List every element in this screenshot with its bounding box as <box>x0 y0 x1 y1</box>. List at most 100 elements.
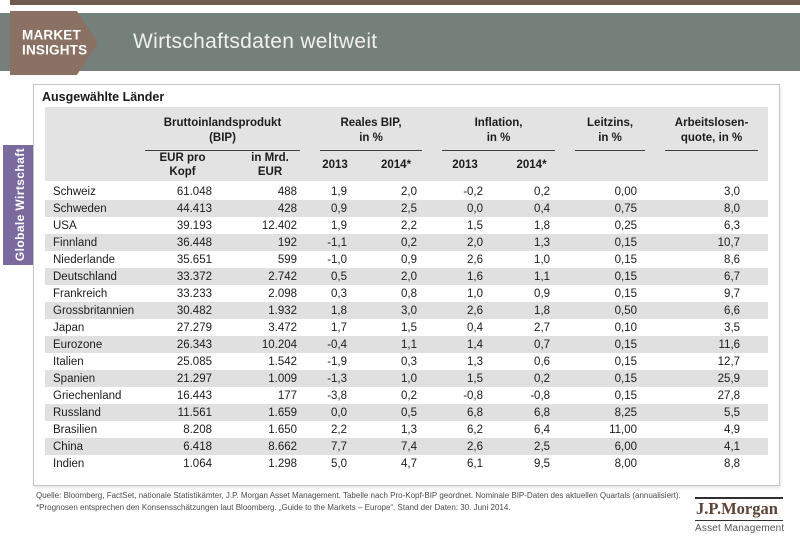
value-cell: 1,9 <box>331 219 348 232</box>
value-cell: 0,4 <box>498 200 566 217</box>
table-row: Italien 25.085 1.542 -1,9 0,3 1,3 0,6 0,15 12,7 <box>45 353 768 370</box>
value-cell: 2.742 <box>230 268 311 285</box>
value-cell: 8.662 <box>230 438 311 455</box>
sub-header-in-mrd-eur: in Mrd. EUR <box>230 151 311 183</box>
value-cell: 1.650 <box>268 423 298 436</box>
value-cell: 3.472 <box>268 321 298 334</box>
value-cell: 0,3 <box>331 287 348 300</box>
value-cell: 8,25 <box>565 404 656 421</box>
value-cell: 3,0 <box>724 185 741 198</box>
value-cell: 0,2 <box>498 370 566 387</box>
value-cell: 8,8 <box>724 457 741 470</box>
value-cell: 0,2 <box>401 389 418 402</box>
value-cell: 1,8 <box>310 302 361 319</box>
value-cell: 0,6 <box>534 355 551 368</box>
table-sub-header-row: EUR pro Kopf in Mrd. EUR 2013 2014* 2013 2… <box>45 151 769 183</box>
value-cell: 192 <box>230 234 311 251</box>
sub-header-bip-2014: 2014* <box>360 151 433 183</box>
source-note: Quelle: Bloomberg, FactSet, nationale St… <box>36 491 681 512</box>
value-cell: 36.448 <box>135 234 230 251</box>
value-cell: 0,2 <box>360 234 433 251</box>
content-panel: Ausgewählte Länder Bruttoinlandsprodukt(… <box>33 84 780 486</box>
sub-header-empty <box>565 151 656 183</box>
value-cell: 2,6 <box>467 253 484 266</box>
value-cell: 10,7 <box>655 234 769 251</box>
value-cell: 8,00 <box>614 457 638 470</box>
value-cell: 6,7 <box>655 268 769 285</box>
sidebar-tab-label: Globale Wirtschaft <box>13 148 27 262</box>
economic-data-table: Bruttoinlandsprodukt (BIP) Reales BIP, in … <box>45 107 769 472</box>
table-row: Russland 11.561 1.659 0,0 0,5 6,8 6,8 8,25 5,5 <box>45 404 769 421</box>
col-group-inflation: Inflation, in % <box>432 107 566 151</box>
value-cell: 0,3 <box>401 355 418 368</box>
table-body: Schweiz 61.048 488 1,9 2,0 -0,2 0,2 0,00 3,0 Schw… <box>45 182 769 472</box>
value-cell: 33.233 <box>176 287 212 300</box>
value-cell: 6,4 <box>534 423 551 436</box>
value-cell: 0,15 <box>614 355 638 368</box>
value-cell: 11.561 <box>135 404 230 421</box>
jpmorgan-logo-subtitle: Asset Management <box>695 523 785 534</box>
country-column-header <box>45 107 135 151</box>
value-cell: 0,25 <box>614 219 638 232</box>
value-cell: 0,7 <box>498 336 566 353</box>
col-group-leitzins: Leitzins, in % <box>565 107 656 151</box>
country-cell: Eurozone <box>45 336 135 353</box>
value-cell: 1,1 <box>498 268 566 285</box>
country-cell: Russland <box>45 404 135 421</box>
value-cell: 0,15 <box>614 389 638 402</box>
value-cell: 6,2 <box>467 423 484 436</box>
value-cell: 1,7 <box>331 321 348 334</box>
value-cell: 0,15 <box>565 234 656 251</box>
value-cell: 2,6 <box>432 302 499 319</box>
country-cell: Deutschland <box>45 268 135 285</box>
value-cell: 9,5 <box>534 457 551 470</box>
table-row: Finnland 36.448 192 -1,1 0,2 2,0 1,3 0,15 10,7 <box>45 234 769 251</box>
value-cell: 0,00 <box>614 185 638 198</box>
top-accent-rule <box>10 0 800 5</box>
value-cell: 8,6 <box>724 253 741 266</box>
value-cell: 30.482 <box>135 302 230 319</box>
value-cell: 5,0 <box>331 457 348 470</box>
value-cell: 0,15 <box>614 287 638 300</box>
value-cell: 12.402 <box>261 219 298 232</box>
value-cell: 8,0 <box>655 200 769 217</box>
sidebar-tab-globale-wirtschaft[interactable]: Globale Wirtschaft <box>3 145 37 265</box>
value-cell: 1,3 <box>401 423 418 436</box>
title-bar: Wirtschaftsdaten weltweit <box>0 13 800 71</box>
value-cell: 428 <box>230 200 311 217</box>
country-cell: Brasilien <box>53 423 98 436</box>
value-cell: 6,8 <box>432 404 499 421</box>
value-cell: 2,6 <box>432 438 499 455</box>
value-cell: 2,2 <box>331 423 348 436</box>
value-cell: 0,9 <box>534 287 551 300</box>
sub-header-bip-2013: 2013 <box>310 151 361 183</box>
value-cell: 1,3 <box>467 355 484 368</box>
table-row: Griechenland 16.443 177 -3,8 0,2 -0,8 -0,8 0,15… <box>45 387 768 404</box>
value-cell: 1,0 <box>360 370 433 387</box>
value-cell: 1,8 <box>498 302 566 319</box>
value-cell: 0,0 <box>432 200 499 217</box>
value-cell: 44.413 <box>135 200 230 217</box>
country-cell: Italien <box>53 355 84 368</box>
value-cell: -3,8 <box>327 389 348 402</box>
panel-title: Ausgewählte Länder <box>42 90 165 104</box>
value-cell: -0,8 <box>530 389 551 402</box>
value-cell: 7,7 <box>310 438 361 455</box>
value-cell: 0,9 <box>310 200 361 217</box>
country-cell: China <box>45 438 135 455</box>
value-cell: 0,2 <box>534 185 551 198</box>
value-cell: 1,1 <box>360 336 433 353</box>
value-cell: 1,0 <box>534 253 551 266</box>
value-cell: 1,9 <box>331 185 348 198</box>
value-cell: -1,3 <box>310 370 361 387</box>
value-cell: 1,8 <box>534 219 551 232</box>
table-row: Eurozone 26.343 10.204 -0,4 1,1 1,4 0,7 0,15 11,… <box>45 336 769 353</box>
value-cell: -1,9 <box>327 355 348 368</box>
country-cell: Schweiz <box>53 185 96 198</box>
value-cell: 4,1 <box>655 438 769 455</box>
value-cell: 8.208 <box>183 423 212 436</box>
country-cell: USA <box>53 219 77 232</box>
value-cell: 177 <box>277 389 298 402</box>
value-cell: 2,0 <box>401 185 418 198</box>
country-cell: Indien <box>53 457 85 470</box>
